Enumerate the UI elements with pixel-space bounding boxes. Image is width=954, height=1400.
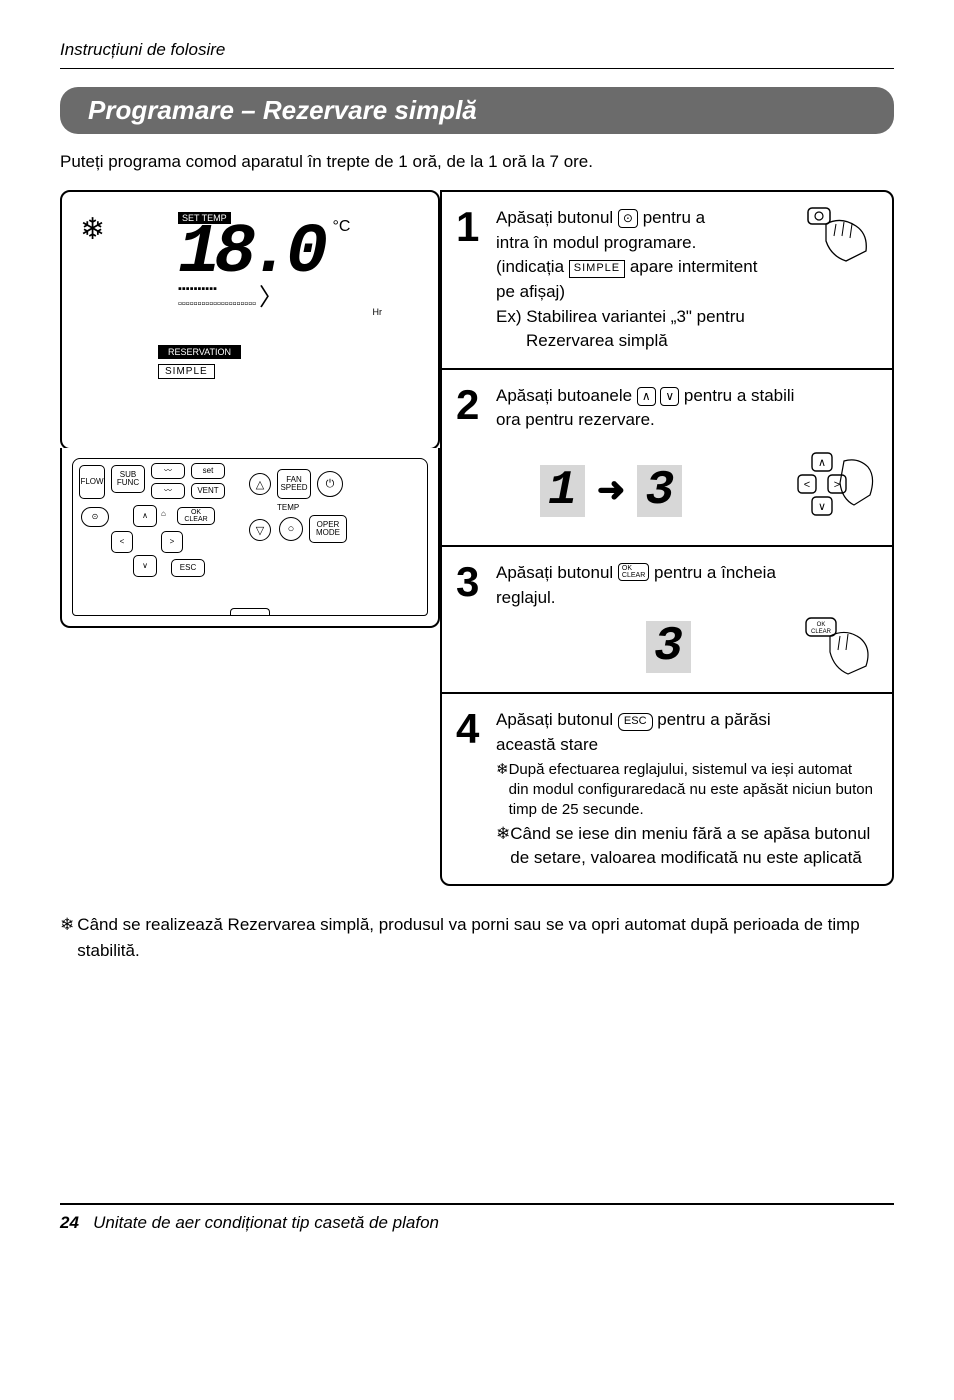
down-icon: ∨ (660, 387, 679, 406)
doc-title: Instrucțiuni de folosire (60, 40, 894, 60)
esc-icon: ESC (618, 713, 653, 731)
step-2-num: 2 (456, 384, 486, 531)
svg-text:>: > (834, 479, 840, 491)
oper-mode-button[interactable]: OPER MODE (309, 515, 347, 543)
arrow-icon: ➜ (589, 466, 634, 515)
flow-button[interactable]: FLOW (79, 465, 105, 499)
timer-button[interactable]: ⊙ (81, 507, 109, 527)
bullet-icon: ❄ (496, 760, 509, 821)
wave1-button[interactable]: 〰 (151, 463, 185, 479)
seg-final: 3 (646, 621, 691, 673)
step-1-num: 1 (456, 206, 486, 354)
mode-circle-button[interactable]: ○ (279, 517, 303, 541)
fan-speed-button[interactable]: FAN SPEED (277, 469, 311, 499)
snowflake-icon: ❄ (80, 213, 105, 246)
home-icon: ⌂ (161, 509, 166, 518)
seg-before: 1 (540, 465, 585, 517)
bullet-icon: ❄ (496, 822, 510, 870)
svg-text:OK: OK (817, 622, 826, 628)
mode-icon-area: ❄ (80, 212, 105, 247)
nav-down[interactable]: ∨ (133, 555, 157, 577)
right-column: 1 Apăsați butonul ⊙ pentru a intra în mo… (440, 190, 894, 884)
remote-control: FLOW SUB FUNC 〰 set 〰 VENT ⊙ ∧ ⌂ OK CLEA… (60, 448, 440, 628)
header-rule (60, 68, 894, 69)
step-1: 1 Apăsați butonul ⊙ pentru a intra în mo… (440, 190, 894, 370)
step-2: 2 Apăsați butoanele ∧ ∨ pentru a stabili… (440, 368, 894, 547)
clock-icon: ⊙ (618, 209, 638, 228)
temp-value: 18.0 (178, 214, 322, 293)
vent-button[interactable]: VENT (191, 483, 225, 499)
simple-box: SIMPLE (158, 364, 215, 379)
page-number: 24 (60, 1213, 79, 1232)
nav-left[interactable]: < (111, 531, 133, 553)
temp-down-button[interactable]: ▽ (249, 519, 271, 541)
left-column: ❄ SET TEMP 18.0 °C ▪▪▪▪▪▪▪▪▪▪▫▫▫▫▫▫▫▫▫▫▫… (60, 190, 440, 884)
step-3-num: 3 (456, 561, 486, 678)
temp-label: TEMP (277, 503, 299, 512)
wave2-button[interactable]: 〰 (151, 483, 185, 499)
svg-text:<: < (804, 479, 810, 491)
step-4-text: Apăsați butonul ESC pentru a părăsi acea… (496, 708, 876, 870)
step-3: 3 Apăsați butonul OK CLEAR pentru a înch… (440, 545, 894, 694)
reservation-badge: RESERVATION (158, 345, 241, 359)
step-1-text: Apăsați butonul ⊙ pentru a intra în modu… (496, 206, 796, 354)
temp-unit: °C (332, 218, 350, 235)
simple-inline: SIMPLE (569, 260, 625, 278)
seg-after: 3 (637, 465, 682, 517)
hand-nav-icon: ∧ < > ∨ (796, 451, 876, 531)
hand-ok-icon: OK CLEAR (804, 616, 876, 678)
lcd-display: ❄ SET TEMP 18.0 °C ▪▪▪▪▪▪▪▪▪▪▫▫▫▫▫▫▫▫▫▫▫… (60, 190, 440, 450)
sub-func-button[interactable]: SUB FUNC (111, 465, 145, 493)
footer-title: Unitate de aer condiționat tip casetă de… (93, 1213, 439, 1232)
nav-up[interactable]: ∧ (133, 505, 157, 527)
svg-text:CLEAR: CLEAR (811, 629, 832, 635)
set-button[interactable]: set (191, 463, 225, 479)
ok-clear-icon: OK CLEAR (618, 563, 649, 581)
bullet-icon: ❄ (60, 912, 77, 963)
footer-rule (60, 1203, 894, 1205)
up-icon: ∧ (637, 387, 656, 406)
nav-right[interactable]: > (161, 531, 183, 553)
svg-text:∧: ∧ (818, 457, 826, 469)
temp-up-button[interactable]: △ (249, 473, 271, 495)
page-footer: 24 Unitate de aer condiționat tip casetă… (60, 1203, 894, 1233)
intro-text: Puteți programa comod aparatul în trepte… (60, 152, 894, 172)
ok-clear-button[interactable]: OK CLEAR (177, 507, 215, 525)
esc-button[interactable]: ESC (171, 559, 205, 577)
main-layout: ❄ SET TEMP 18.0 °C ▪▪▪▪▪▪▪▪▪▪▫▫▫▫▫▫▫▫▫▫▫… (60, 190, 894, 884)
svg-text:∨: ∨ (818, 501, 826, 513)
step-4-num: 4 (456, 708, 486, 870)
step-2-text: Apăsați butoanele ∧ ∨ pentru a stabili o… (496, 384, 876, 531)
power-button[interactable]: ⏻ (317, 471, 343, 497)
footnote: ❄ Când se realizează Rezervarea simplă, … (60, 912, 894, 963)
remote-slot (230, 608, 270, 616)
step-3-text: Apăsați butonul OK CLEAR pentru a închei… (496, 561, 876, 678)
step-4: 4 Apăsați butonul ESC pentru a părăsi ac… (440, 692, 894, 886)
hand-press-icon (806, 206, 876, 266)
section-title: Programare – Rezervare simplă (60, 87, 894, 134)
